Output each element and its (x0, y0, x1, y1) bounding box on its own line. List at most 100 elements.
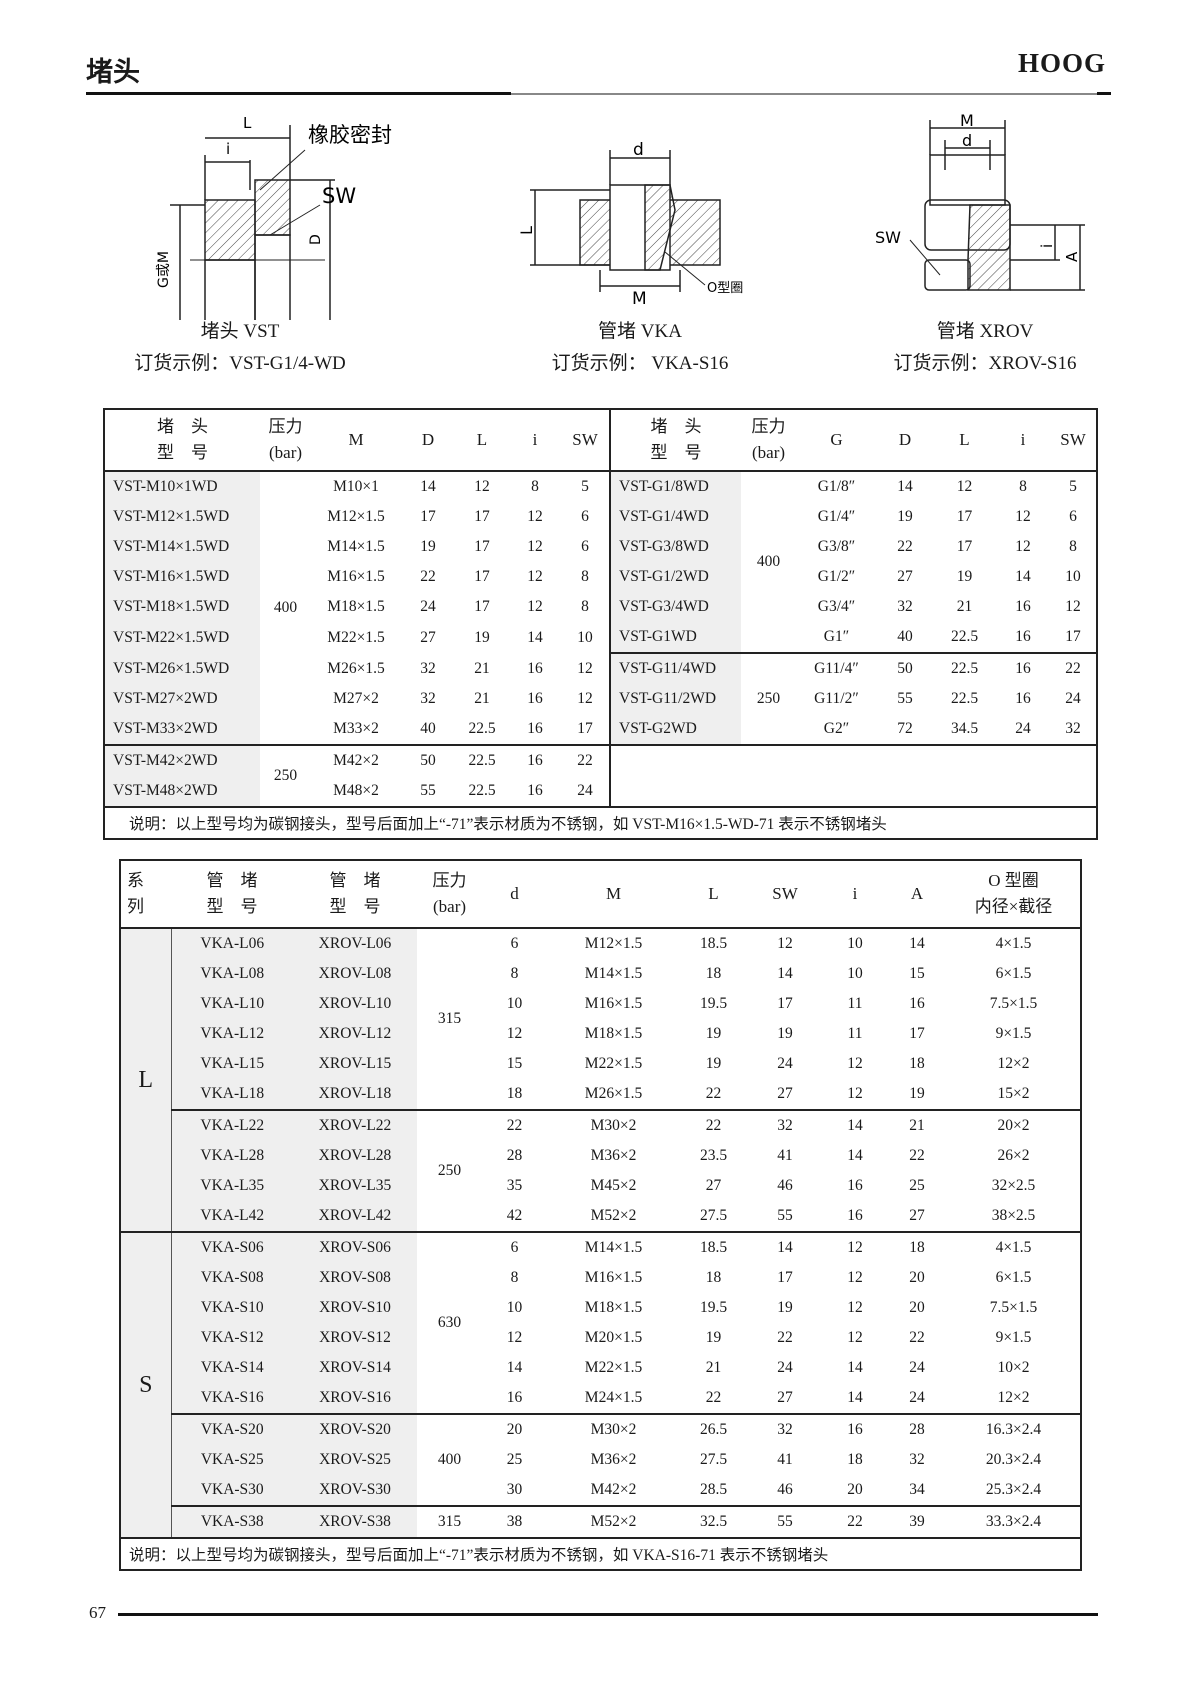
value-cell: 17 (420, 508, 436, 525)
value-cell: G11/4″ (796, 652, 877, 684)
value-cell: M16×1.5 (584, 995, 643, 1012)
value-cell: 32 (420, 690, 436, 707)
value-cell: 32 (420, 659, 436, 677)
value-cell: 22 (777, 1329, 793, 1346)
xrov-model-cell: XROV-S12 (293, 1323, 417, 1353)
value-cell: 72 (897, 720, 913, 737)
empty-cell (609, 744, 1097, 807)
value-cell: 16 (996, 652, 1050, 684)
header-line: M (605, 884, 622, 903)
value-cell: 10 (847, 965, 863, 982)
pressure-cell: 400 (273, 599, 298, 616)
model-cell: VST-M10×1WD (104, 471, 260, 502)
xrov-model-cell: XROV-L12 (293, 1019, 417, 1049)
vst-order-example: 订货示例：VST-G1/4-WD (134, 353, 346, 374)
value-cell: 12 (823, 1231, 887, 1263)
column-header: D (877, 409, 933, 472)
table-row: VST-M33×2WD M33×2 40 22.5 16 17 VST-G2WD G2″ 72 3… (104, 714, 1097, 745)
vka-model-cell: VKA-S06 (171, 1231, 293, 1263)
value-cell: 12 (847, 1085, 863, 1102)
header-line: M (348, 430, 364, 449)
vka-model-cell: VKA-L42 (171, 1201, 293, 1232)
value-cell: 14 (847, 1389, 863, 1406)
header-line: i (852, 884, 858, 903)
value-cell: 21 (887, 1109, 947, 1141)
footer-rule (118, 1613, 1098, 1616)
xrov-model-cell: XROV-S20 (293, 1413, 417, 1445)
header-rule-thin (511, 93, 1097, 95)
value-cell: 28.5 (699, 1481, 728, 1498)
value-cell: 16 (847, 1207, 863, 1224)
value-cell: M52×2 (547, 1505, 680, 1538)
value-cell: 14 (847, 1359, 863, 1376)
value-cell: 17 (909, 1025, 925, 1042)
value-cell: 17 (956, 538, 973, 555)
value-cell: 6 (581, 508, 589, 525)
value-cell: 8 (510, 1269, 519, 1286)
xrov-model-cell: XROV-S16 (293, 1383, 417, 1414)
brand-name: HOOG (1018, 48, 1107, 78)
table-row: VKA-S30 XROV-S30 30 M42×2 28.5 46 20 34 25.3×2.4 (120, 1475, 1081, 1506)
model-cell: VST-M18×1.5WD (104, 592, 260, 622)
value-cell: 18 (705, 1269, 722, 1286)
table-row: VKA-S08 XROV-S08 8 M16×1.5 18 17 12 20 6×1.5 (120, 1263, 1081, 1293)
header-line: L (708, 884, 719, 903)
vka-model-cell: VKA-L10 (171, 989, 293, 1019)
column-header: i (823, 860, 887, 929)
value-cell: M14×1.5 (327, 538, 385, 555)
table-row: VST-M48×2WD M48×2 55 22.5 16 24 (104, 776, 1097, 807)
value-cell: 15 (909, 965, 925, 982)
xrov-model-cell: XROV-L10 (293, 989, 417, 1019)
value-cell: 9×1.5 (995, 1329, 1032, 1346)
table-row: VST-M14×1.5WD M14×1.5 19 17 12 6 VST-G3/8WD G3/… (104, 532, 1097, 562)
value-cell: 12 (527, 568, 543, 585)
dim-L-label: L (520, 226, 536, 235)
header-line: 型 号 (157, 443, 208, 462)
value-cell: 16 (509, 744, 561, 776)
value-cell: 12×2 (997, 1055, 1030, 1072)
value-cell: 12 (577, 659, 593, 677)
model-cell: VST-M22×1.5WD (104, 622, 260, 653)
value-cell: 22 (909, 1147, 925, 1164)
value-cell: 22.5 (468, 782, 496, 799)
value-cell: 17 (777, 1269, 793, 1286)
value-cell: 20 (909, 1299, 925, 1316)
header-line: 管 堵 (329, 871, 381, 890)
value-cell: 14 (1015, 568, 1031, 585)
page-number: 67 (89, 1603, 106, 1622)
value-cell: M22×1.5 (327, 628, 385, 646)
value-cell: 16 (527, 782, 543, 799)
value-cell: 20×2 (947, 1109, 1081, 1141)
value-cell: 16 (527, 690, 543, 707)
table-row: VST-M26×1.5WD M26×1.5 32 21 16 12 VST-G11/4WD 2… (104, 652, 1097, 745)
value-cell: 8 (531, 478, 539, 495)
column-header: 堵 头型 号 (609, 409, 741, 472)
sw-label: SW (322, 184, 356, 208)
model-cell: VST-M33×2WD (104, 714, 260, 745)
value-cell: 10×2 (997, 1359, 1030, 1376)
value-cell: G11/2″ (814, 690, 859, 707)
value-cell: 19 (474, 628, 490, 646)
value-cell: 41 (777, 1451, 793, 1468)
value-cell: 11 (847, 1025, 863, 1042)
value-cell: 12 (847, 1055, 863, 1072)
vka-model-cell: VKA-L12 (171, 1019, 293, 1049)
value-cell: G1/4″ (817, 508, 856, 525)
value-cell: M12×1.5 (584, 935, 643, 952)
pressure-cell: 400 (417, 1413, 482, 1506)
header-line: L (959, 430, 970, 449)
column-header: 压力 (bar) (417, 860, 482, 929)
value-cell: 5 (1069, 478, 1077, 495)
column-header: A (887, 860, 947, 929)
value-cell: 18 (847, 1451, 863, 1468)
column-header: i (996, 409, 1050, 472)
value-cell: M30×2 (547, 1413, 680, 1445)
value-cell: 14 (527, 628, 543, 646)
vka-model-cell: VKA-S38 (171, 1505, 293, 1538)
table-row: VKA-L28 XROV-L28 28 M36×2 23.5 41 14 22 26×2 (120, 1141, 1081, 1171)
value-cell: 5 (581, 478, 589, 495)
column-header: 管 堵型 号 (171, 860, 293, 929)
value-cell: 9×1.5 (995, 1025, 1032, 1042)
value-cell: 12 (777, 935, 793, 952)
